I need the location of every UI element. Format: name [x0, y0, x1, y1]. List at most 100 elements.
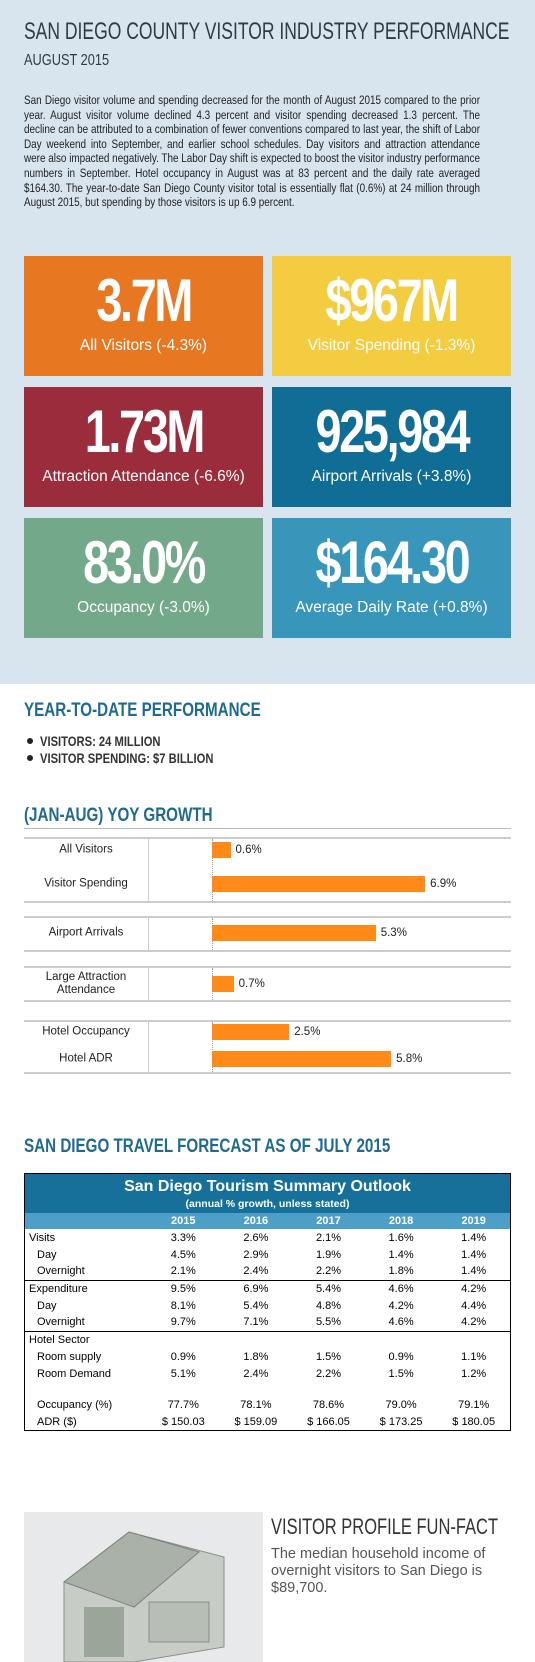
- table-cell: 0.9%: [388, 1350, 414, 1363]
- table-cell: 1.6%: [388, 1231, 414, 1244]
- stat-value: 925,984: [272, 397, 511, 466]
- bullet: [27, 738, 33, 744]
- stat-label: Visitor Spending (-1.3%): [307, 337, 476, 354]
- table-cell: $ 166.05: [307, 1415, 350, 1428]
- table-cell: 3.3%: [170, 1231, 196, 1244]
- bar: [212, 925, 376, 941]
- group-rule: [24, 916, 511, 918]
- stat-label: Occupancy (-3.0%): [77, 599, 210, 616]
- subtitle: AUGUST 2015: [24, 52, 130, 70]
- stat-value-text: 3.7M: [96, 267, 193, 334]
- table-cell: 4.6%: [388, 1282, 414, 1295]
- table-row: Overnight 2.1% 2.4% 2.2% 1.8% 1.4%: [25, 1263, 510, 1280]
- row-label: Day: [37, 1248, 57, 1261]
- ytd-item-text: VISITOR SPENDING: $7 BILLION: [40, 750, 214, 766]
- spacer-cell: [25, 1382, 510, 1396]
- column-header: 2019: [461, 1215, 486, 1227]
- table-cell: 2.6%: [243, 1231, 269, 1244]
- table-cell: $ 180.05: [452, 1415, 496, 1428]
- table-cell: $ 150.03: [161, 1415, 205, 1428]
- stat-tile: 83.0% Occupancy (-3.0%): [24, 518, 263, 638]
- table-row: Hotel Sector: [25, 1331, 510, 1348]
- stat-value: 1.73M: [24, 397, 263, 466]
- table-cell: 4.2%: [461, 1282, 487, 1295]
- column-header: 2017: [316, 1215, 341, 1227]
- table-grid: 2015 2016 2017 2018 2019 Visits 3.3% 2.6% 2.1% 1.…: [25, 1213, 510, 1430]
- row-label: Occupancy (%): [37, 1398, 113, 1411]
- table-cell: 8.1%: [170, 1299, 196, 1312]
- table-cell: 1.4%: [461, 1248, 487, 1261]
- stat-label: Attraction Attendance (-6.6%): [42, 468, 245, 485]
- label-divider: [148, 918, 149, 950]
- table-cell: [147, 1331, 220, 1348]
- table-cell: 78.6%: [312, 1398, 345, 1411]
- ytd-item: VISITOR SPENDING: $7 BILLION: [27, 750, 257, 767]
- table-row: Room supply 0.9% 1.8% 1.5% 0.9% 1.1%: [25, 1348, 510, 1365]
- stat-tile: 3.7M All Visitors (-4.3%): [24, 256, 263, 376]
- table-cell: 5.1%: [170, 1367, 196, 1380]
- forecast-heading: SAN DIEGO TRAVEL FORECAST AS OF JULY 201…: [24, 1136, 482, 1158]
- stat-value: 3.7M: [24, 266, 263, 335]
- zero-line: [212, 839, 213, 901]
- category-label: Hotel ADR: [59, 1052, 113, 1065]
- category-label: Hotel Occupancy: [42, 1025, 130, 1038]
- table-row: Visits 3.3% 2.6% 2.1% 1.6% 1.4%: [25, 1229, 510, 1246]
- table-row: Day 4.5% 2.9% 1.9% 1.4% 1.4%: [25, 1246, 510, 1263]
- row-label: Overnight: [37, 1316, 85, 1329]
- table-cell: 1.2%: [461, 1367, 487, 1380]
- table-cell: 1.4%: [461, 1265, 487, 1278]
- ytd-list: VISITORS: 24 MILLION VISITOR SPENDING: $7…: [27, 733, 257, 767]
- row-label: ADR ($): [37, 1415, 77, 1428]
- table-cell: 2.9%: [243, 1248, 269, 1261]
- table-cell: 4.2%: [461, 1316, 487, 1329]
- ytd-heading-text: YEAR-TO-DATE PERFORMANCE: [24, 700, 261, 721]
- bar: [212, 842, 231, 858]
- table-cell: 4.6%: [388, 1316, 414, 1329]
- house-roof: [62, 1531, 201, 1608]
- bar-chart: All Visitors 0.6% Visitor Spending 6.9% Airp…: [24, 837, 511, 1074]
- group-rule: [24, 1072, 511, 1074]
- row-label: Overnight: [37, 1265, 85, 1278]
- forecast-table: San Diego Tourism Summary Outlook (annual…: [24, 1173, 511, 1431]
- row-label: Visits: [29, 1231, 56, 1244]
- funfact-text: The median household income of overnight…: [271, 1546, 486, 1596]
- table-cell: 4.4%: [461, 1299, 487, 1312]
- table-cell: [437, 1331, 510, 1348]
- column-header: 2016: [243, 1215, 269, 1227]
- house-window: [148, 1601, 210, 1643]
- bar: [212, 1051, 392, 1067]
- category-label: Large Attraction Attendance: [45, 971, 127, 996]
- category-label: All Visitors: [59, 843, 113, 856]
- value-label: 6.9%: [430, 878, 457, 890]
- row-label: Room supply: [37, 1350, 102, 1363]
- chart-title-text: (JAN-AUG) YOY GROWTH: [24, 805, 213, 826]
- table-subtitle: (annual % growth, unless stated): [185, 1198, 350, 1210]
- table-cell: 4.2%: [388, 1299, 414, 1312]
- stat-tile: $164.30 Average Daily Rate (+0.8%): [272, 518, 511, 638]
- stat-label: Airport Arrivals (+3.8%): [311, 468, 472, 485]
- table-cell: 4.8%: [315, 1299, 342, 1312]
- bullet: [27, 755, 33, 761]
- row-label: Day: [37, 1299, 57, 1312]
- table-cell: 2.4%: [243, 1265, 269, 1278]
- stat-value-text: 925,984: [315, 398, 470, 465]
- value-label: 5.8%: [396, 1053, 423, 1065]
- ytd-heading: YEAR-TO-DATE PERFORMANCE: [24, 700, 320, 722]
- table-row: ADR ($) $ 150.03 $ 159.09 $ 166.05 $ 173.25 $…: [25, 1413, 510, 1430]
- table-cell: 5.5%: [315, 1316, 342, 1329]
- table-cell: 1.4%: [461, 1231, 487, 1244]
- group-rule: [24, 1020, 511, 1022]
- group-rule: [24, 966, 511, 968]
- stat-value-text: $967M: [325, 267, 460, 334]
- category-label: Airport Arrivals: [48, 926, 124, 939]
- table-cell: 79.1%: [458, 1398, 490, 1411]
- group-rule: [24, 837, 511, 839]
- table-cell: 9.7%: [170, 1316, 196, 1329]
- title-text: SAN DIEGO COUNTY VISITOR INDUSTRY PERFOR…: [24, 18, 510, 45]
- table-cell: 2.4%: [243, 1367, 269, 1380]
- label-divider: [148, 1022, 149, 1072]
- table-cell: [365, 1331, 438, 1348]
- table-cell: 1.9%: [315, 1248, 342, 1261]
- heading-rule: [24, 828, 511, 829]
